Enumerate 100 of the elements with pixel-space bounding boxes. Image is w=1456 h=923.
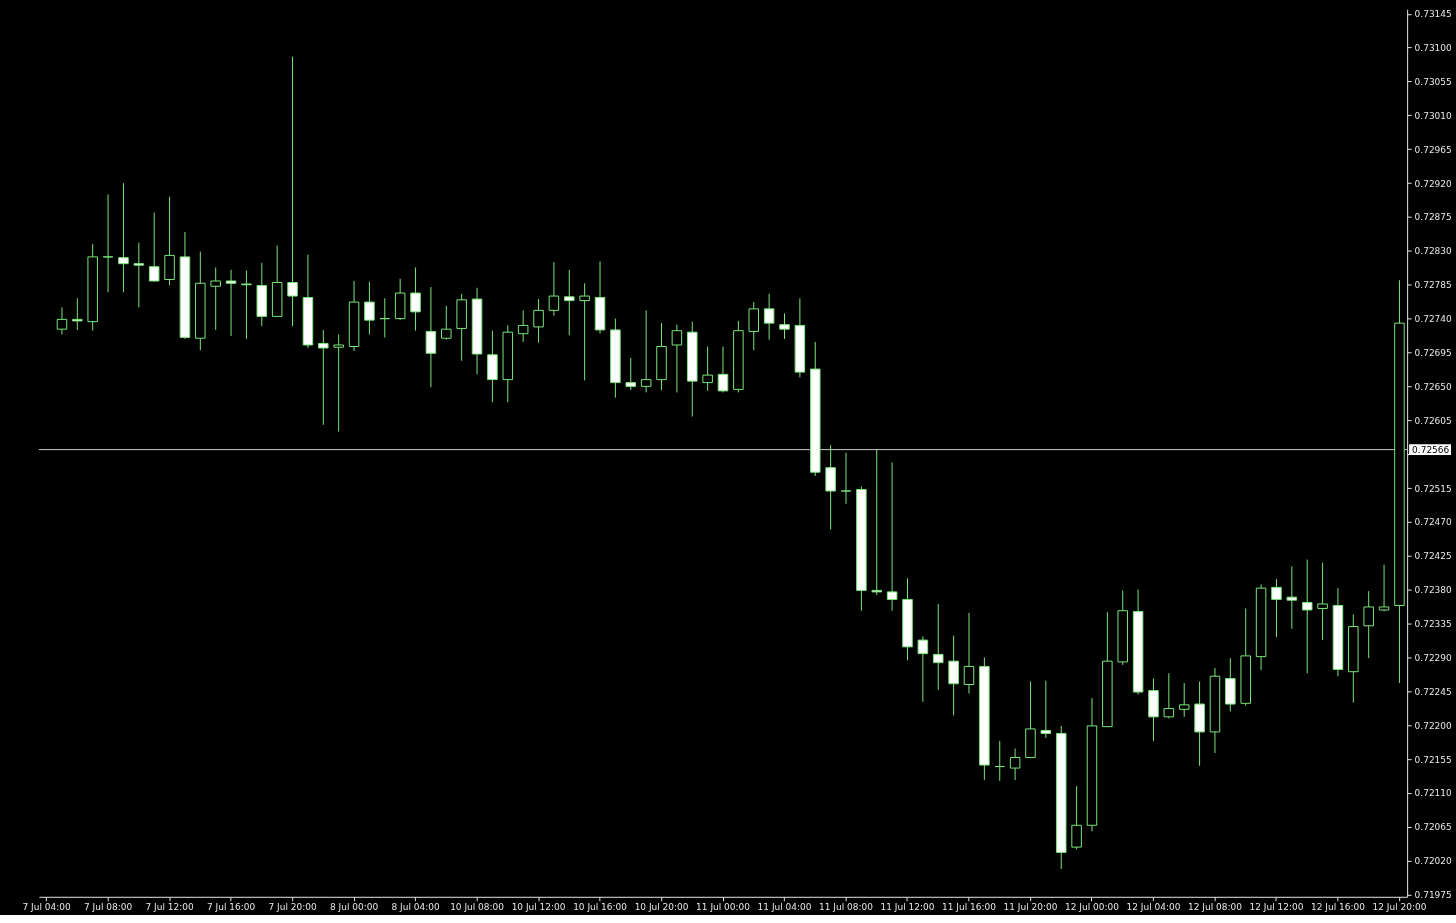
- candlestick: [640, 309, 652, 393]
- y-tick-label: 0.72650: [1414, 381, 1452, 392]
- y-tick-label: 0.72425: [1414, 551, 1452, 562]
- candlestick: [825, 444, 836, 530]
- y-tick-label: 0.72695: [1414, 348, 1452, 358]
- candlestick: [379, 297, 391, 338]
- x-tick-label: 10 Jul 20:00: [634, 902, 689, 913]
- candlestick: [1317, 562, 1328, 641]
- candlestick: [871, 449, 883, 596]
- candlestick: [702, 345, 713, 392]
- y-tick-label: 0.73100: [1414, 43, 1452, 54]
- candlestick: [948, 635, 959, 716]
- candlestick: [840, 452, 852, 505]
- candlestick: [779, 312, 790, 340]
- candlestick: [148, 211, 160, 283]
- candlestick: [102, 193, 114, 293]
- x-tick-label: 7 Jul 12:00: [145, 902, 194, 913]
- candlestick: [133, 242, 145, 308]
- x-tick-label: 11 Jul 08:00: [819, 902, 874, 913]
- candlestick: [364, 281, 375, 335]
- y-tick-label: 0.72920: [1414, 178, 1452, 189]
- candlestick: [1378, 564, 1390, 612]
- x-tick-label: 8 Jul 04:00: [391, 902, 440, 913]
- candlestick: [1286, 565, 1298, 630]
- x-tick-label: 8 Jul 00:00: [330, 902, 379, 913]
- x-tick-label: 10 Jul 12:00: [511, 902, 566, 913]
- y-tick-label: 0.72110: [1414, 788, 1452, 799]
- candlestick: [225, 269, 237, 337]
- y-tick-label: 0.72740: [1414, 314, 1452, 325]
- x-tick-label: 12 Jul 16:00: [1311, 902, 1366, 913]
- candlestick: [994, 740, 1005, 782]
- y-tick-label: 0.72155: [1414, 754, 1452, 765]
- candlestick: [333, 333, 344, 433]
- candlestick: [625, 357, 637, 391]
- y-tick-label: 0.72200: [1414, 720, 1452, 731]
- candlestick: [1301, 559, 1313, 674]
- x-tick-label: 12 Jul 00:00: [1065, 902, 1120, 913]
- x-tick-label: 10 Jul 16:00: [573, 902, 628, 913]
- candlestick: [1071, 785, 1082, 850]
- y-tick-label: 0.72290: [1414, 652, 1452, 663]
- x-tick-label: 12 Jul 04:00: [1126, 902, 1181, 913]
- candlestick: [1271, 578, 1282, 638]
- candlestick: [425, 286, 437, 388]
- candlestick: [1040, 680, 1052, 739]
- candlestick: [241, 269, 252, 340]
- x-tick-label: 7 Jul 16:00: [207, 902, 256, 913]
- x-tick-label: 12 Jul 20:00: [1372, 902, 1427, 913]
- candlestick: [717, 345, 729, 393]
- y-tick-label: 0.72380: [1414, 585, 1452, 596]
- candlestick: [1009, 747, 1021, 781]
- y-tick-label: 0.73145: [1414, 9, 1452, 20]
- y-tick-label: 0.72065: [1414, 822, 1452, 833]
- y-tick-label: 0.72020: [1414, 856, 1452, 867]
- y-tick-label: 0.72605: [1414, 415, 1452, 426]
- x-tick-label: 10 Jul 08:00: [450, 902, 505, 913]
- candlestick: [517, 309, 529, 343]
- y-tick-label: 0.72515: [1414, 483, 1452, 494]
- candlestick: [963, 612, 975, 695]
- candlestick: [441, 305, 452, 341]
- y-tick-label: 0.72245: [1414, 686, 1452, 697]
- candlestick: [533, 298, 544, 344]
- candlestick: [671, 324, 683, 393]
- x-tick-label: 12 Jul 08:00: [1188, 902, 1243, 913]
- candlestick: [1363, 590, 1374, 659]
- x-tick-label: 11 Jul 00:00: [696, 902, 751, 913]
- x-tick-label: 7 Jul 20:00: [268, 902, 317, 913]
- y-tick-label: 0.72875: [1414, 212, 1452, 223]
- candlestick: [748, 301, 760, 351]
- candlestick: [72, 297, 83, 331]
- y-tick-label: 0.72335: [1414, 619, 1452, 630]
- x-tick-label: 11 Jul 16:00: [942, 902, 997, 913]
- y-tick-label: 0.72470: [1414, 517, 1452, 528]
- x-tick-label: 11 Jul 04:00: [757, 902, 812, 913]
- candlestick: [564, 269, 575, 336]
- candlestick: [210, 266, 221, 331]
- y-tick-label: 0.72965: [1414, 144, 1452, 155]
- candlestick: [886, 461, 898, 612]
- candlestick: [932, 603, 944, 691]
- y-tick-label: 0.73010: [1414, 110, 1452, 121]
- candlestick: [763, 293, 775, 341]
- candlestick: [287, 56, 298, 327]
- y-tick-label: 0.72785: [1414, 280, 1452, 291]
- candlestick: [579, 282, 590, 381]
- candlestick: [56, 306, 68, 335]
- ref-line-label: 0.72566: [1412, 444, 1450, 455]
- candlestick: [917, 635, 929, 703]
- x-tick-label: 7 Jul 08:00: [84, 902, 133, 913]
- x-tick-label: 11 Jul 12:00: [880, 902, 935, 913]
- candlestick: [118, 182, 129, 293]
- y-tick-label: 0.73055: [1414, 76, 1452, 87]
- x-tick-label: 12 Jul 12:00: [1249, 902, 1304, 913]
- candlestick: [1178, 682, 1190, 718]
- candlestick: [410, 266, 421, 332]
- x-tick-label: 7 Jul 04:00: [22, 902, 71, 913]
- y-tick-label: 0.72830: [1414, 246, 1452, 257]
- y-tick-label: 0.71975: [1414, 890, 1452, 901]
- candlestick: [1163, 672, 1175, 719]
- candlestick: [548, 261, 560, 317]
- x-tick-label: 11 Jul 20:00: [1003, 902, 1058, 913]
- candlestick: [318, 329, 329, 426]
